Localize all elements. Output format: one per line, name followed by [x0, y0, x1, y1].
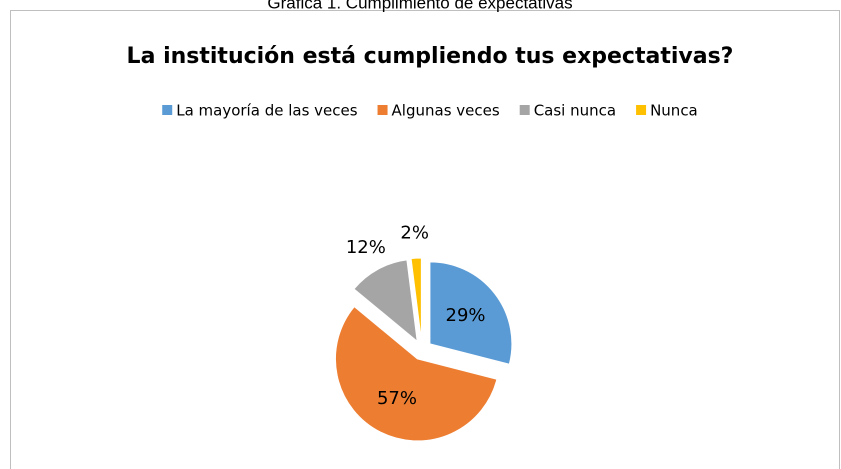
data-label: 29% [446, 305, 486, 326]
data-label: 57% [377, 388, 417, 409]
legend-swatch [162, 105, 173, 115]
legend-swatch [377, 105, 388, 115]
pie-slice [429, 261, 513, 365]
pie-slice [335, 305, 498, 442]
data-label: 2% [400, 223, 429, 244]
pie-slice [410, 257, 422, 341]
legend-swatch [636, 105, 647, 115]
legend-label: Nunca [650, 102, 698, 120]
legend-label: Algunas veces [392, 102, 500, 120]
legend-label: Casi nunca [534, 102, 616, 120]
legend-swatch [519, 105, 530, 115]
legend-label: La mayoría de las veces [176, 102, 358, 120]
chart-title: La institución está cumpliendo tus expec… [127, 44, 734, 69]
data-label: 12% [346, 237, 386, 258]
caption: Gráfica 1. Cumplimiento de expectativas [267, 0, 572, 12]
pie-slice [353, 259, 418, 343]
